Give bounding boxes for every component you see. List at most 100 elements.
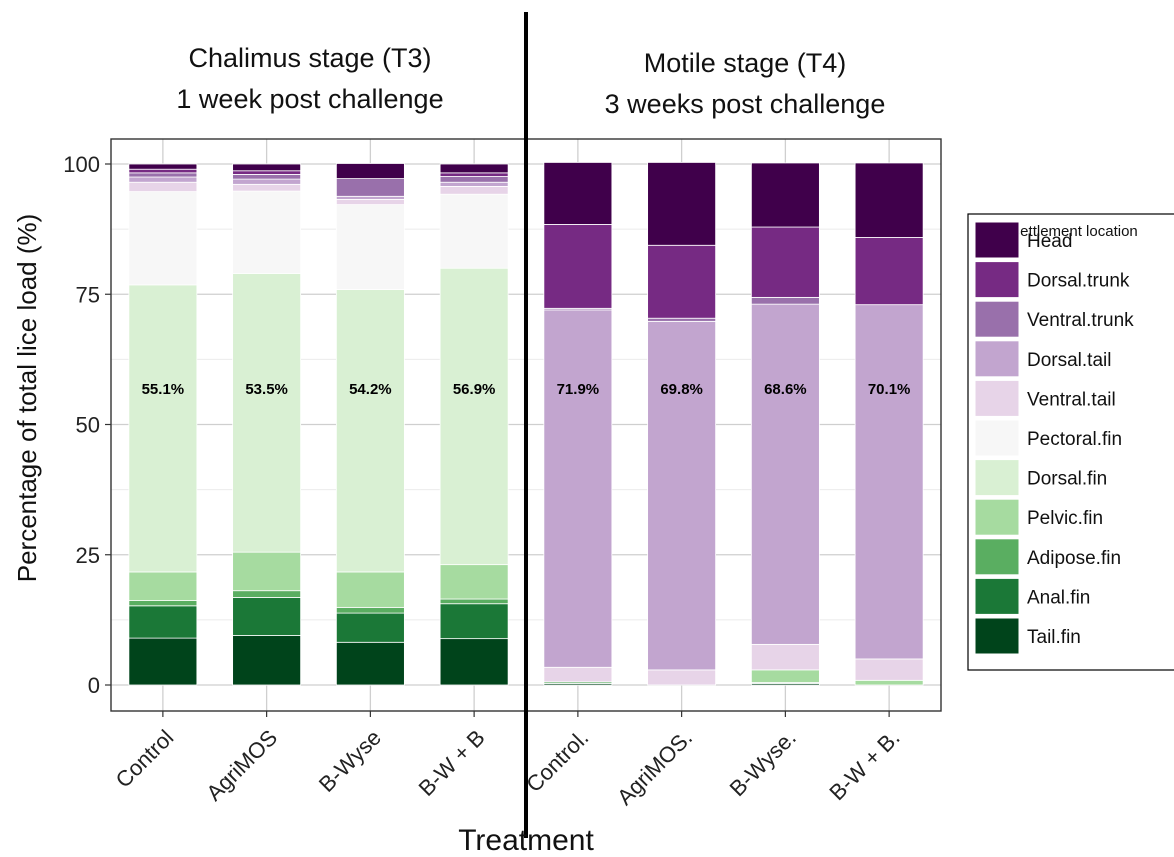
bar-segment-pectoral-fin (439, 193, 509, 269)
bar-segment-anal-fin (232, 597, 302, 636)
legend-swatch-ventral-tail (974, 379, 1020, 417)
data-label: 69.8% (660, 381, 703, 398)
legend-swatch-dorsal-fin (974, 459, 1020, 497)
bar-segment-ventral-trunk (128, 172, 198, 178)
bar-segment-dorsal-tail (750, 303, 820, 645)
y-tick-label: 25 (76, 543, 100, 568)
bar-segment-head (232, 163, 302, 172)
bar-segment-head (854, 162, 924, 238)
bar-segment-dorsal-trunk (543, 224, 613, 309)
legend-swatch-pelvic-fin (974, 498, 1020, 536)
bar-segment-adipose-fin (128, 600, 198, 607)
data-label: 70.1% (868, 381, 911, 398)
bar-segment-tail-fin (439, 638, 509, 686)
data-label-layer: 55.1% 53.5% 54.2% 56.9% 71.9% 69.8% 68.6% 70.1% (142, 381, 911, 398)
data-label: 53.5% (245, 381, 288, 398)
x-tick-label: AgriMOS. (612, 725, 697, 810)
bar-segment-head (128, 163, 198, 170)
bar-segment-pectoral-fin (128, 191, 198, 286)
bar-segment-head (543, 162, 613, 225)
legend-swatch-tail-fin (974, 617, 1020, 655)
y-axis-title: Percentage of total lice load (%) (12, 214, 42, 583)
bar-segment-pelvic-fin (854, 679, 924, 686)
x-tick-label: AgriMOS (201, 725, 282, 806)
data-label: 68.6% (764, 381, 807, 398)
legend-label-ventral-tail: Ventral.tail (1027, 389, 1116, 410)
bar-segment-dorsal-tail (854, 304, 924, 660)
legend-title: Lice settlement location (981, 223, 1138, 240)
legend-swatch-anal-fin (974, 577, 1020, 615)
data-label: 71.9% (557, 381, 600, 398)
x-tick-label: Control (111, 725, 179, 793)
panel-title-left-line1: Chalimus stage (T3) (188, 43, 431, 73)
legend-label-tail-fin: Tail.fin (1027, 627, 1081, 648)
bar-segment-ventral-trunk (335, 178, 405, 197)
bar-segment-dorsal-tail (232, 178, 302, 185)
legend-label-pectoral-fin: Pectoral.fin (1027, 429, 1122, 450)
panel-title-right-line1: Motile stage (T4) (644, 48, 847, 78)
bar-segment-ventral-tail (128, 181, 198, 193)
bar-segment-dorsal-fin (128, 284, 198, 573)
bar-segment-tail-fin (232, 635, 302, 686)
legend-label-dorsal-trunk: Dorsal.trunk (1027, 271, 1130, 292)
y-tick-label: 75 (76, 282, 100, 307)
bar-segment-tail-fin (128, 637, 198, 686)
legend-label-pelvic-fin: Pelvic.fin (1027, 508, 1103, 529)
bar-segment-ventral-tail (854, 658, 924, 681)
legend-label-anal-fin: Anal.fin (1027, 587, 1090, 608)
y-tick-label: 100 (63, 152, 100, 177)
bar-segment-head (439, 163, 509, 174)
legend-swatch-dorsal-tail (974, 340, 1020, 378)
data-label: 56.9% (453, 381, 496, 398)
bar-segment-pelvic-fin (439, 564, 509, 600)
panel-title-left-line2: 1 week post challenge (176, 84, 443, 114)
legend-swatch-ventral-trunk (974, 300, 1020, 338)
bar-segment-ventral-tail (232, 183, 302, 192)
panel-title-right-line2: 3 weeks post challenge (605, 89, 886, 119)
x-tick-label: B-Wyse (314, 725, 386, 797)
bar-segment-adipose-fin (439, 598, 509, 605)
legend: Lice settlement location Head Dorsal.trun… (967, 213, 1174, 671)
legend-label-dorsal-tail: Dorsal.tail (1027, 350, 1111, 371)
bar-segment-ventral-trunk (439, 176, 509, 183)
legend-swatch-adipose-fin (974, 538, 1020, 576)
legend-swatch-dorsal-trunk (974, 261, 1020, 299)
bar-segment-pelvic-fin (750, 669, 820, 683)
bar-segment-ventral-trunk (750, 296, 820, 305)
bar-segment-ventral-tail (750, 643, 820, 671)
bar-segment-ventral-tail (439, 186, 509, 195)
bar-segment-dorsal-trunk (439, 172, 509, 177)
bar-segment-pectoral-fin (232, 190, 302, 274)
bar-segment-dorsal-fin (439, 267, 509, 566)
bar-segment-pelvic-fin (335, 571, 405, 608)
bar-segment-head (335, 163, 405, 179)
bar-segment-ventral-tail (335, 199, 405, 206)
bar-segment-ventral-tail (543, 666, 613, 683)
x-tick-label: Control. (521, 725, 593, 797)
bar-segment-adipose-fin (335, 606, 405, 614)
bar-segment-ventral-trunk (232, 174, 302, 180)
x-tick-label: B-W + B. (824, 725, 904, 805)
bar-segment-head (647, 162, 717, 246)
data-label: 54.2% (349, 381, 392, 398)
bar-segment-anal-fin (439, 603, 509, 640)
legend-swatch-pectoral-fin (974, 419, 1020, 457)
legend-items: Head Dorsal.trunk Ventral.trunk Dorsal.tail… (974, 221, 1134, 655)
bar-segment-dorsal-tail (543, 309, 613, 668)
bar-segment-dorsal-fin (335, 289, 405, 573)
bar-layer (128, 162, 924, 686)
legend-label-ventral-trunk: Ventral.trunk (1027, 310, 1134, 331)
bar-segment-dorsal-tail (647, 320, 717, 671)
bar-segment-dorsal-trunk (750, 226, 820, 298)
legend-label-dorsal-fin: Dorsal.fin (1027, 469, 1107, 490)
legend-label-head: Head (1027, 231, 1072, 252)
x-axis-title: Treatment (458, 824, 594, 852)
bar-segment-dorsal-trunk (647, 244, 717, 319)
bar-segment-dorsal-tail (128, 176, 198, 183)
bar-segment-anal-fin (335, 612, 405, 643)
y-tick-label: 0 (88, 673, 100, 698)
y-tick-label: 50 (76, 413, 100, 438)
bar-segment-head (750, 162, 820, 228)
bar-segment-dorsal-tail (335, 195, 405, 200)
